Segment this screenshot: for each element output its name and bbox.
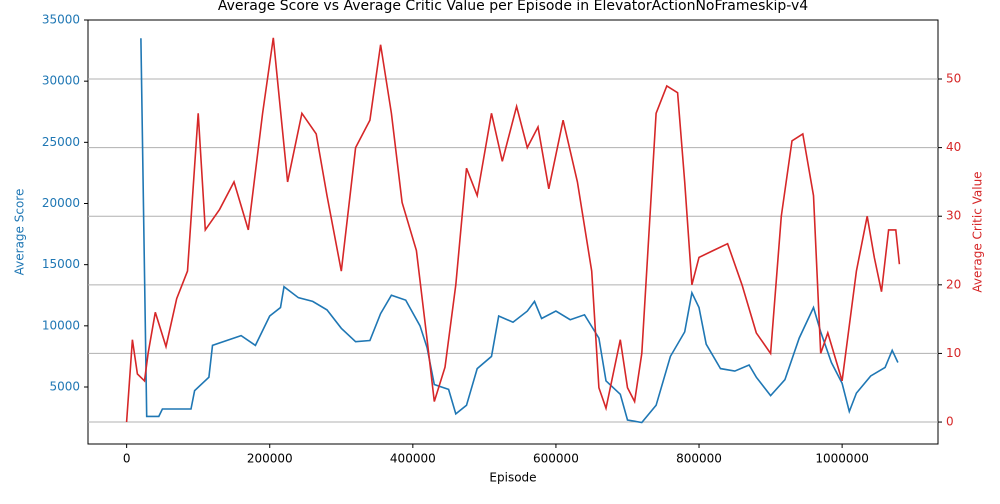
y-tick-label: 30000	[42, 74, 80, 88]
x-tick-label: 400000	[390, 452, 436, 466]
x-tick-label: 600000	[533, 452, 579, 466]
y2-axis-label: Average Critic Value	[971, 171, 985, 292]
x-axis-label: Episode	[489, 471, 536, 485]
x-tick-label: 1000000	[815, 452, 868, 466]
y-axis-label: Average Score	[13, 189, 27, 276]
chart-title: Average Score vs Average Critic Value pe…	[218, 0, 808, 14]
series-line	[125, 37, 901, 423]
y-tick-label: 15000	[42, 257, 80, 271]
y-tick-label: 35000	[42, 13, 80, 27]
y-tick-label: 20000	[42, 196, 80, 210]
y2-tick-label: 20	[946, 277, 961, 291]
y2-tick-label: 50	[946, 72, 961, 86]
x-tick-label: 200000	[247, 452, 293, 466]
plot-frame	[87, 19, 939, 445]
x-tick-label: 800000	[676, 452, 722, 466]
x-tick-label: 0	[123, 452, 131, 466]
y-tick-label: 5000	[49, 379, 80, 393]
y2-tick-label: 10	[946, 346, 961, 360]
y2-tick-label: 40	[946, 140, 961, 154]
y-tick-label: 25000	[42, 135, 80, 149]
series-line	[140, 38, 899, 424]
y2-tick-label: 30	[946, 209, 961, 223]
y2-tick-label: 0	[946, 415, 954, 429]
y-tick-label: 10000	[42, 318, 80, 332]
